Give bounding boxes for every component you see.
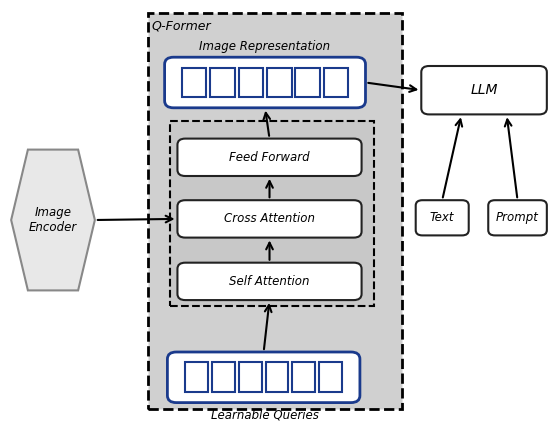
Text: Learnable Queries: Learnable Queries [211, 408, 319, 422]
FancyBboxPatch shape [165, 57, 365, 108]
Polygon shape [11, 150, 95, 290]
Text: LLM: LLM [470, 83, 498, 97]
Bar [296, 67, 320, 98]
Text: Feed Forward: Feed Forward [229, 151, 310, 164]
Bar [324, 67, 348, 98]
Text: Image Representation: Image Representation [200, 40, 330, 53]
Bar [239, 363, 262, 392]
Text: Text: Text [430, 211, 454, 224]
Text: Self Attention: Self Attention [229, 275, 310, 288]
Text: Image
Encoder: Image Encoder [29, 206, 77, 234]
FancyBboxPatch shape [416, 200, 469, 235]
Text: Q-Former: Q-Former [152, 20, 211, 33]
Bar [212, 363, 235, 392]
FancyBboxPatch shape [177, 139, 362, 176]
Text: Cross Attention: Cross Attention [224, 213, 315, 225]
FancyBboxPatch shape [177, 263, 362, 300]
Bar [181, 67, 206, 98]
FancyBboxPatch shape [421, 66, 547, 114]
Bar [185, 363, 208, 392]
Bar [319, 363, 342, 392]
FancyBboxPatch shape [488, 200, 547, 235]
Bar [210, 67, 234, 98]
FancyBboxPatch shape [167, 352, 360, 403]
Text: Prompt: Prompt [496, 211, 539, 224]
FancyBboxPatch shape [170, 121, 374, 306]
FancyBboxPatch shape [148, 13, 402, 409]
Bar [266, 363, 288, 392]
Bar [238, 67, 263, 98]
Bar [292, 363, 315, 392]
FancyBboxPatch shape [177, 200, 362, 238]
Bar [267, 67, 291, 98]
